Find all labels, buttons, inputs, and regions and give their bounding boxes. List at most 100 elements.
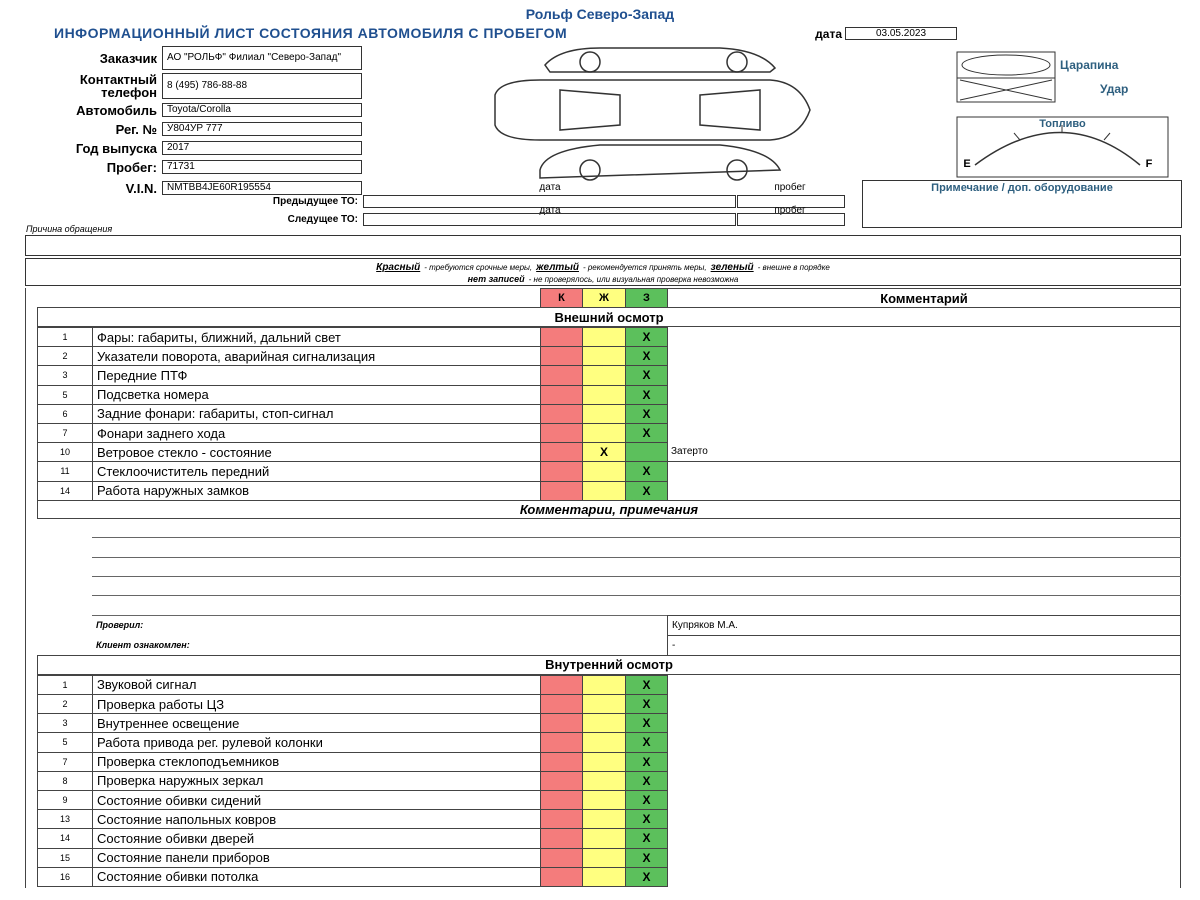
row-name: Работа привода рег. рулевой колонки — [92, 732, 541, 753]
row-name: Внутреннее освещение — [92, 713, 541, 734]
status-cell — [540, 403, 583, 424]
row-number: 9 — [37, 790, 93, 811]
status-cell — [540, 713, 583, 734]
fuel-empty: E — [963, 158, 971, 170]
row-name: Работа наружных замков — [92, 480, 541, 501]
status-cell: X — [625, 694, 668, 715]
key-yellow: желтый — [536, 261, 579, 273]
status-cell: X — [625, 461, 668, 482]
remark-line — [92, 576, 1181, 577]
status-cell — [540, 751, 583, 772]
status-cell — [582, 847, 626, 868]
row-name: Передние ПТФ — [92, 365, 541, 386]
field-value: Toyota/Corolla — [162, 103, 362, 117]
row-number: 16 — [37, 866, 93, 887]
row-name: Фонари заднего хода — [92, 423, 541, 444]
service-label: Предыдущее ТО: — [272, 196, 358, 207]
row-number: 5 — [37, 732, 93, 753]
status-cell — [582, 480, 626, 501]
status-cell: X — [625, 751, 668, 772]
service-date-label: дата — [539, 181, 561, 193]
status-cell — [582, 674, 626, 695]
field-label: Рег. № — [115, 121, 157, 137]
row-number: 3 — [37, 365, 93, 386]
row-comment: Затерто — [667, 442, 1181, 463]
remark-line — [92, 595, 1181, 597]
service-date-label: дата — [539, 204, 561, 216]
key-red: Красный — [376, 261, 421, 273]
title: ИНФОРМАЦИОННЫЙ ЛИСТ СОСТОЯНИЯ АВТОМОБИЛЯ… — [54, 25, 568, 41]
key-line: Красный - требуются срочные меры, желтый - … — [25, 261, 1181, 273]
row-name: Проверка наружных зеркал — [92, 770, 541, 791]
status-cell — [582, 346, 626, 367]
row-number: 7 — [37, 423, 93, 444]
row-number: 5 — [37, 384, 93, 405]
row-number: 10 — [37, 442, 93, 463]
field-value: АО "РОЛЬФ" Филиал "Северо-Запад" — [162, 46, 362, 70]
column-header: З — [625, 288, 668, 308]
service-label: Следущее ТО: — [287, 214, 358, 225]
section-title: Комментарии, примечания — [37, 499, 1181, 519]
status-cell — [582, 828, 626, 849]
status-cell — [540, 442, 583, 463]
status-cell: X — [582, 442, 626, 463]
field-label: Заказчик — [99, 50, 157, 66]
key-box — [25, 258, 1181, 286]
status-cell — [625, 442, 668, 463]
status-cell: X — [625, 365, 668, 386]
row-number: 8 — [37, 770, 93, 791]
status-cell — [540, 461, 583, 482]
row-number: 2 — [37, 694, 93, 715]
status-cell — [540, 809, 583, 830]
status-cell — [582, 384, 626, 405]
section-title: Внешний осмотр — [37, 307, 1181, 327]
row-name: Звуковой сигнал — [92, 674, 541, 695]
service-date — [363, 213, 736, 226]
status-cell — [540, 770, 583, 791]
key-text: - требуются срочные меры, — [424, 262, 533, 272]
row-name: Задние фонари: габариты, стоп-сигнал — [92, 403, 541, 424]
status-cell: X — [625, 403, 668, 424]
status-cell — [540, 828, 583, 849]
status-cell: X — [625, 713, 668, 734]
field-value: 2017 — [162, 141, 362, 155]
reason-label: Причина обращения — [26, 224, 113, 234]
service-date — [363, 195, 736, 208]
field-value: 8 (495) 786-88-88 — [162, 73, 362, 99]
client: - — [667, 634, 1181, 656]
status-cell: X — [625, 809, 668, 830]
row-name: Проверка стеклоподъемников — [92, 751, 541, 772]
row-number: 14 — [37, 480, 93, 501]
status-cell — [582, 770, 626, 791]
field-value: У804УР 777 — [162, 122, 362, 136]
row-number: 11 — [37, 461, 93, 482]
comment-header: Комментарий — [667, 288, 1181, 308]
status-cell — [582, 809, 626, 830]
status-cell — [582, 423, 626, 444]
table-outline — [25, 288, 1181, 888]
status-cell — [582, 713, 626, 734]
row-number: 2 — [37, 346, 93, 367]
status-cell — [582, 694, 626, 715]
status-cell — [540, 866, 583, 887]
status-cell: X — [625, 480, 668, 501]
row-name: Состояние обивки сидений — [92, 790, 541, 811]
field-value: NMTBB4JE60R195554 — [162, 181, 362, 195]
status-cell: X — [625, 732, 668, 753]
status-cell: X — [625, 384, 668, 405]
key-line: нет записей - не проверялось, или визуаль… — [25, 273, 1181, 285]
row-number: 1 — [37, 327, 93, 348]
status-cell: X — [625, 790, 668, 811]
fuel-box — [956, 116, 1169, 178]
key-text: - внешне в порядке — [757, 262, 830, 272]
key-none: нет записей — [467, 274, 525, 284]
service-mileage-label: пробег — [774, 204, 806, 216]
column-header: Ж — [582, 288, 626, 308]
damage-legend-box — [956, 51, 1056, 103]
note-label: Примечание / доп. оборудование — [931, 182, 1113, 194]
status-cell: X — [625, 866, 668, 887]
row-name: Состояние обивки дверей — [92, 828, 541, 849]
note-box — [862, 180, 1182, 228]
status-cell: X — [625, 346, 668, 367]
row-name: Состояние обивки потолка — [92, 866, 541, 887]
